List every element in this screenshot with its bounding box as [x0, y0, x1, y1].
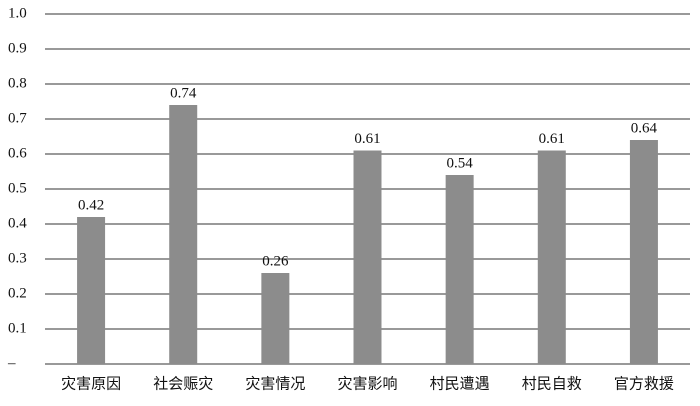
value-label: 0.26 — [262, 253, 289, 269]
y-tick-label: 0.5 — [8, 180, 27, 196]
bar — [353, 150, 382, 364]
y-tick-label: 0.4 — [8, 215, 27, 231]
y-tick-label: 0.9 — [8, 40, 27, 56]
x-tick-label: 村民遭遇 — [430, 375, 490, 392]
x-tick-label: 社会赈灾 — [153, 375, 213, 392]
value-label: 0.61 — [354, 131, 380, 147]
value-label: 0.74 — [170, 85, 197, 101]
bar — [261, 273, 290, 364]
bar — [77, 217, 106, 364]
value-label: 0.54 — [447, 155, 474, 171]
value-label: 0.42 — [78, 197, 104, 213]
bar — [169, 105, 198, 364]
x-tick-label: 灾害原因 — [61, 375, 121, 392]
x-tick-label: 官方救援 — [614, 375, 674, 392]
x-tick-label: 村民自救 — [522, 375, 582, 392]
bar — [445, 175, 474, 364]
x-tick-label: 灾害影响 — [337, 375, 397, 392]
bar — [537, 150, 566, 364]
value-label: 0.61 — [539, 131, 565, 147]
y-tick-label: 0.6 — [8, 145, 27, 161]
y-tick-label: 0.1 — [8, 320, 27, 336]
y-tick-label: 0.8 — [8, 75, 27, 91]
y-tick-label: 0.2 — [8, 285, 27, 301]
x-tick-label: 灾害情况 — [245, 375, 305, 392]
bar — [629, 140, 658, 364]
y-tick-label: 0.7 — [8, 110, 27, 126]
y-tick-label: 0.3 — [8, 250, 27, 266]
y-tick-label: – — [7, 355, 16, 371]
value-label: 0.64 — [631, 120, 658, 136]
y-tick-label: 1.0 — [8, 5, 27, 21]
